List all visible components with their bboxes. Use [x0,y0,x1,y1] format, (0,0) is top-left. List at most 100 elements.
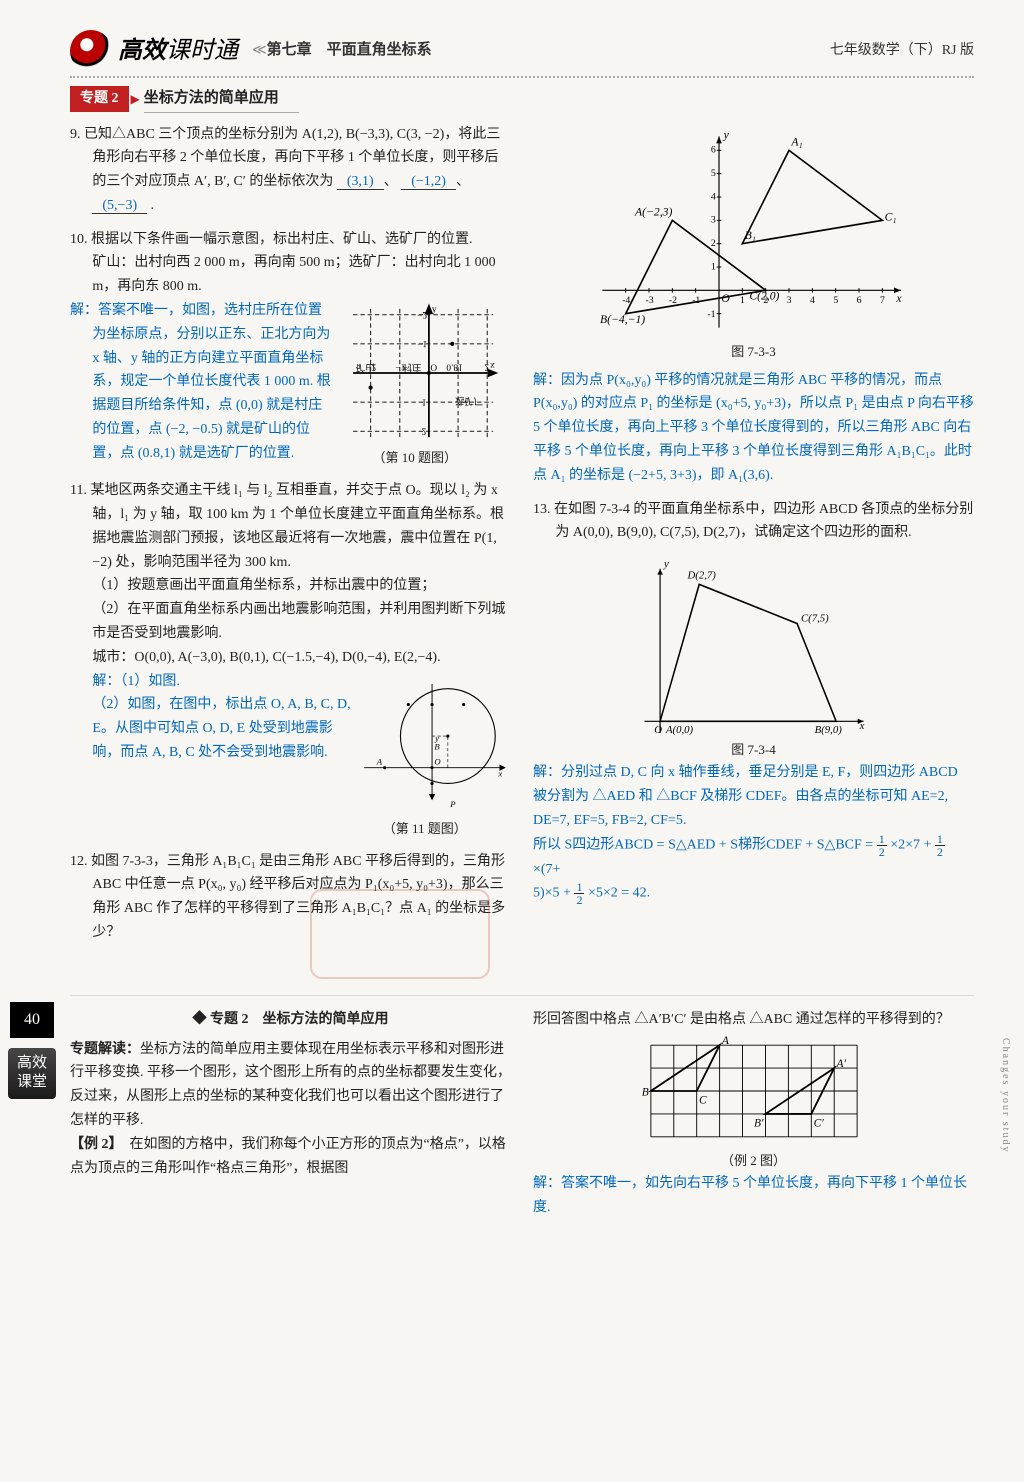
svg-text:y: y [432,305,437,315]
svg-text:3: 3 [710,214,715,225]
svg-text:x: x [895,292,902,305]
svg-text:A: A [376,756,383,766]
vertical-side-label: Changes your study [997,1038,1014,1153]
svg-text:B₁: B₁ [744,229,755,242]
svg-text:−2: −2 [366,361,376,371]
svg-text:x: x [497,768,502,778]
q11-figure: O A B C D E P x y [361,674,511,814]
q12-answer: 解：因为点 P(x₀,y₀) 平移的情况就是三角形 ABC 平移的情况，而点 P… [533,369,974,488]
q11-caption: （第 11 题图） [361,818,511,840]
svg-text:6: 6 [856,295,861,306]
q10-stem: 10. 根据以下条件画一幅示意图，标出村庄、矿山、选矿厂的位置. [70,232,473,247]
q10-figure-box: xy O 矿山 选矿厂 村庄 0.8 −1−2 12 12 −1−2 [341,299,511,469]
svg-text:1: 1 [740,295,745,306]
figure-7-3-3: A(−2,3) B(−4,−1) C(2,0) A₁ B₁ C₁ xy O -4… [569,127,939,337]
svg-text:2: 2 [422,425,427,435]
q13-ans-l2: 所以 S四边形ABCD = S△AED + S梯形CDEF + S△BCF = … [533,833,974,882]
topic-bar: 专题 2 ▶ 坐标方法的简单应用 [70,86,974,113]
svg-text:3: 3 [786,295,791,306]
p1-label: 专题解读： [70,1042,140,1057]
q11-part2: （2）在平面直角坐标系内画出地震影响范围，并利用图判断下列城市是否受到地震影响. [92,598,511,646]
svg-text:B′: B′ [754,1117,764,1129]
svg-text:O: O [654,724,662,735]
question-11: 11. 某地区两条交通主干线 l₁ 与 l₂ 互相垂直，并交于点 O。现以 l₂… [70,479,511,839]
svg-text:x: x [858,720,864,732]
q10-line2: 矿山：出村向西 2 000 m，再向南 500 m；选矿厂：出村向北 1 000… [92,251,511,299]
q13-l3-pre: 5)×5 + [533,886,574,901]
bottom-title: ◆ 专题 2 坐标方法的简单应用 [70,1008,511,1032]
svg-text:4: 4 [810,295,815,306]
svg-text:y: y [722,128,729,141]
svg-text:-4: -4 [622,295,630,306]
svg-text:B: B [434,741,440,751]
svg-text:B(9,0): B(9,0) [814,724,842,735]
q13-stem: 13. 在如图 7-3-4 的平面直角坐标系中，四边形 ABCD 各顶点的坐标分… [533,502,973,541]
q9-ans-a: (3,1) [337,174,384,190]
svg-text:-3: -3 [645,295,653,306]
q13-l2-mid: ×2×7 + [890,837,935,852]
svg-text:A: A [720,1036,729,1047]
svg-text:y: y [663,558,669,570]
bottom-example: 【例 2】 在如图的方格中，我们称每个小正方形的顶点为“格点”，以格点为顶点的三… [70,1133,511,1181]
svg-text:-1: -1 [707,309,715,320]
ex2-caption: （例 2 图） [533,1150,974,1172]
topic-tag: 专题 2 [70,86,129,112]
topic-title: 坐标方法的简单应用 [144,86,299,113]
q9-ans-c: (5,−3) [92,198,147,214]
brand-main: 高效 [118,38,166,64]
svg-text:C: C [699,1094,707,1106]
svg-text:6: 6 [710,144,715,155]
svg-text:7: 7 [880,295,885,306]
logo-icon [70,30,112,72]
ex-text: 在如图的方格中，我们称每个小正方形的顶点为“格点”，以格点为顶点的三角形叫作“格… [70,1137,506,1176]
svg-text:-2: -2 [668,295,676,306]
q11-ans1: 解：（1）如图. [92,670,355,694]
svg-text:−1: −1 [395,361,405,371]
bottom-r1: 形回答图中格点 △A′B′C′ 是由格点 △ABC 通过怎样的平移得到的？ [533,1008,974,1032]
q10-caption: （第 10 题图） [341,447,511,469]
q10-figure: xy O 矿山 选矿厂 村庄 0.8 −1−2 12 12 −1−2 [341,303,511,443]
question-9: 9. 已知△ABC 三个顶点的坐标分别为 A(1,2), B(−3,3), C(… [70,123,511,218]
q13-l2-pre: 所以 S四边形ABCD = S△AED + S梯形CDEF + S△BCF = [533,837,877,852]
brand-sub: 课时通 [166,38,238,64]
question-12: 12. 如图 7-3-3，三角形 A₁B₁C₁ 是由三角形 ABC 平移后得到的… [70,850,511,945]
svg-text:D(2,7): D(2,7) [686,570,716,582]
bottom-answer: 解：答案不唯一，如先向右平移 5 个单位长度，再向下平移 1 个单位长度. [533,1172,974,1220]
svg-text:C′: C′ [813,1117,824,1129]
svg-text:P: P [449,799,456,809]
svg-text:O: O [721,292,730,305]
svg-text:5: 5 [833,295,838,306]
grade-label: 七年级数学（下）RJ 版 [830,39,974,63]
q9-ans-b: (−1,2) [401,174,456,190]
q13-l2-mid2: ×(7+ [533,862,560,877]
ex-label: 【例 2】 [70,1137,116,1152]
class-badge: 高效课堂 [8,1048,56,1099]
bottom-p1: 专题解读：坐标方法的简单应用主要体现在用坐标表示平移和对图形进行平移变换. 平移… [70,1038,511,1133]
svg-text:选矿厂: 选矿厂 [455,395,483,407]
svg-text:−2: −2 [417,309,427,319]
q11-stem: 11. 某地区两条交通主干线 l₁ 与 l₂ 互相垂直，并交于点 O。现以 l₂… [70,483,504,569]
svg-text:2: 2 [763,295,768,306]
bottom-left: 40 高效课堂 ◆ 专题 2 坐标方法的简单应用 专题解读：坐标方法的简单应用主… [70,1008,511,1219]
chevron-icon: ≪ [252,39,263,63]
svg-text:O: O [430,361,437,371]
q13-ans-l1: 解：分别过点 D, C 向 x 轴作垂线，垂足分别是 E, F，则四边形 ABC… [533,761,974,832]
svg-text:1: 1 [458,361,463,371]
page-number-badge: 40 [10,1002,54,1038]
svg-text:-1: -1 [692,295,700,306]
svg-text:C₁: C₁ [884,210,896,223]
chapter-title: 第七章 平面直角坐标系 [267,38,432,64]
example2-figure: ABC A′B′C′ [634,1036,874,1146]
q12-stem: 12. 如图 7-3-3，三角形 A₁B₁C₁ 是由三角形 ABC 平移后得到的… [70,854,505,940]
svg-text:A₁: A₁ [790,135,802,148]
q11-ans2: （2）如图，在图中，标出点 O, A, B, C, D, E。从图中可知点 O,… [92,693,355,764]
q13-l3-post: ×5×2 = 42. [588,886,650,901]
left-column: 9. 已知△ABC 三个顶点的坐标分别为 A(1,2), B(−3,3), C(… [70,123,511,955]
svg-text:2: 2 [710,238,715,249]
svg-text:0.8: 0.8 [446,361,458,371]
svg-text:5: 5 [710,168,715,179]
svg-text:B(−4,−1): B(−4,−1) [600,313,645,326]
svg-text:−1: −1 [417,338,427,348]
svg-text:1: 1 [710,261,715,272]
right-column: A(−2,3) B(−4,−1) C(2,0) A₁ B₁ C₁ xy O -4… [533,123,974,955]
